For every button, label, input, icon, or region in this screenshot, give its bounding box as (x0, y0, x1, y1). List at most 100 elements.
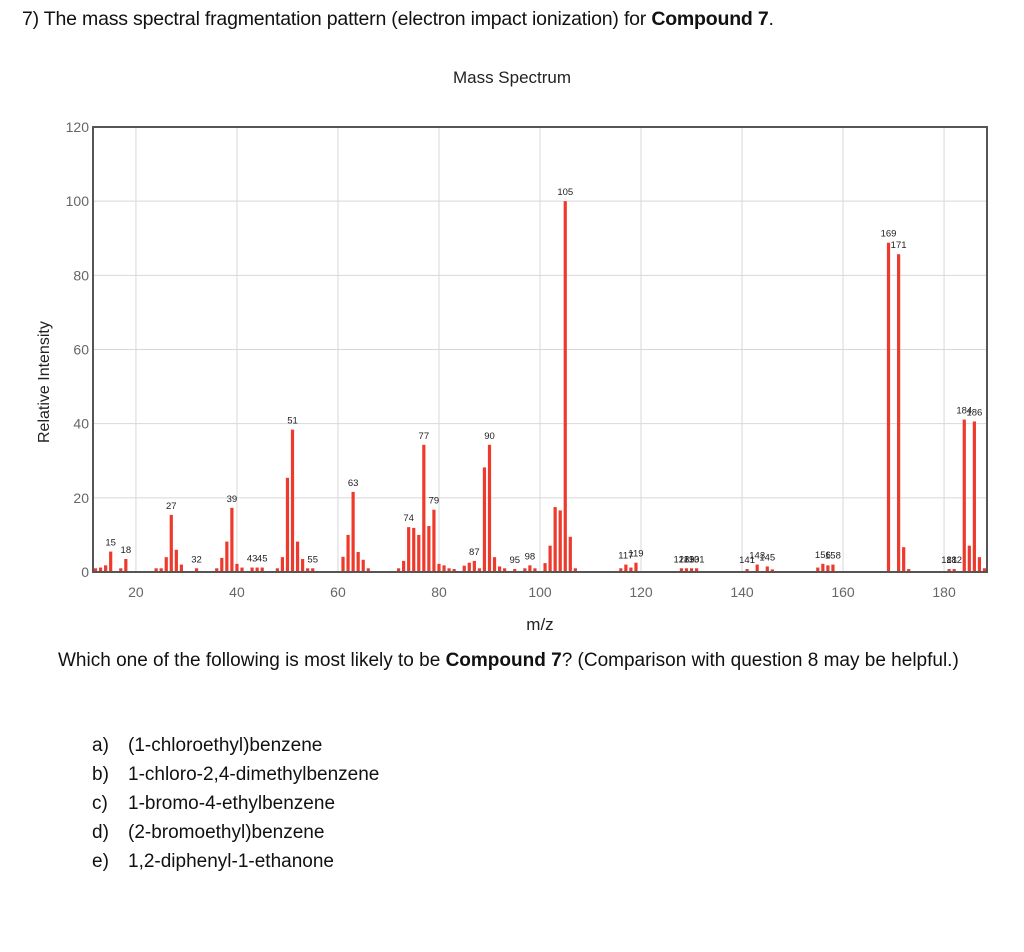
option-text: 1-bromo-4-ethylbenzene (128, 793, 336, 814)
peak-label: 143 (749, 551, 765, 562)
peak-label: 87 (469, 547, 480, 558)
peak-label: 131 (689, 554, 705, 565)
peak-bar (194, 568, 199, 572)
peak-bar (472, 560, 476, 572)
peak-bar (179, 564, 183, 572)
peak-bar (467, 562, 471, 572)
peak-bar (230, 507, 234, 572)
peak-bar (427, 526, 431, 572)
peak-bar (679, 568, 684, 572)
peak-bar (907, 569, 911, 572)
peak-bar (417, 534, 421, 572)
peak-label: 171 (891, 240, 907, 251)
peak-bar (306, 568, 310, 572)
peak-bar (952, 569, 956, 572)
x-tick-label: 180 (932, 584, 956, 600)
answer-option-c[interactable]: c) 1-bromo-4-ethylbenzene (92, 789, 379, 818)
peak-label: 98 (525, 551, 536, 562)
prompt-bold: Compound 7 (445, 650, 562, 671)
peak-bar (897, 254, 901, 572)
option-text: (1-chloroethyl)benzene (128, 735, 323, 756)
peak-bar (275, 568, 279, 572)
peak-label: 119 (628, 549, 643, 560)
answer-option-d[interactable]: d) (2-bromoethyl)benzene (92, 818, 379, 847)
plot-frame (92, 126, 988, 573)
peak-bar (816, 567, 820, 572)
peak-bar (513, 569, 517, 572)
question-title: 7) The mass spectral fragmentation patte… (22, 8, 774, 31)
question-prompt: Which one of the following is most likel… (58, 648, 1008, 673)
peak-bar (447, 568, 451, 572)
peak-bar (361, 559, 365, 572)
peak-bar (745, 569, 749, 572)
peak-bar (346, 534, 350, 572)
peak-bar (442, 565, 446, 572)
peak-bar (301, 559, 305, 572)
peak-label: 45 (257, 554, 268, 565)
peak-bar (533, 568, 537, 572)
x-tick-label: 60 (330, 584, 346, 600)
peak-bar (831, 564, 835, 572)
peak-label: 184 (956, 406, 972, 417)
peak-bar (295, 541, 300, 572)
peak-label: 128 (673, 554, 689, 565)
peak-label: 141 (739, 555, 755, 566)
option-letter: a) (92, 735, 109, 756)
peak-bar (543, 563, 547, 572)
peak-bar (240, 567, 244, 572)
peak-label: 182 (946, 555, 962, 566)
peak-bar (280, 557, 285, 572)
peak-bar (452, 569, 456, 572)
peak-bar (159, 568, 163, 572)
peak-bar (422, 444, 426, 572)
peak-bar (558, 510, 562, 572)
peak-label: 39 (227, 494, 238, 505)
peak-bar (396, 568, 401, 572)
peak-bar (255, 567, 259, 572)
answer-option-a[interactable]: a) (1-chloroethyl)benzene (92, 731, 379, 760)
answer-options: a) (1-chloroethyl)benzene b) 1-chloro-2,4-… (92, 731, 379, 876)
y-tick-label: 80 (73, 267, 89, 283)
option-letter: e) (92, 851, 109, 872)
peak-bar (402, 560, 406, 572)
peak-bar (477, 568, 481, 572)
peak-bar (98, 567, 103, 572)
option-letter: c) (92, 793, 108, 814)
peak-bar (967, 545, 971, 572)
peak-bar (563, 201, 567, 572)
answer-option-b[interactable]: b) 1-chloro-2,4-dimethylbenzene (92, 760, 379, 789)
peak-bar (523, 568, 527, 572)
x-tick-label: 40 (229, 584, 245, 600)
peak-label: 130 (684, 554, 700, 565)
chart-title: Mass Spectrum (452, 68, 572, 87)
peak-bar (972, 421, 976, 572)
x-tick-label: 160 (831, 584, 855, 600)
peak-label: 117 (618, 551, 633, 562)
peak-bar (215, 568, 219, 572)
peak-bar (826, 565, 830, 572)
peak-bar (174, 549, 178, 572)
peak-bar (124, 559, 128, 572)
peak-bar (902, 547, 906, 572)
peak-bar (624, 564, 628, 572)
y-tick-label: 0 (81, 564, 89, 580)
peak-bar (684, 568, 689, 572)
peak-bar (568, 536, 572, 572)
peak-label: 145 (759, 552, 775, 563)
answer-option-e[interactable]: e) 1,2-diphenyl-1-ethanone (92, 847, 379, 876)
peak-bar (821, 563, 825, 572)
peak-label: 156 (815, 550, 831, 561)
peak-label: 32 (191, 554, 202, 565)
peak-bar (573, 568, 577, 572)
peak-bar (634, 562, 638, 572)
option-letter: b) (92, 764, 109, 785)
peak-bar (356, 551, 360, 572)
peak-label: 51 (287, 416, 298, 427)
peak-bar (553, 507, 557, 572)
question-title-prefix: 7) The mass spectral fragmentation patte… (22, 8, 652, 30)
peak-bar (432, 509, 436, 572)
y-axis-label: Relative Intensity (36, 321, 53, 443)
peak-label: 74 (403, 513, 414, 524)
chart-bars (93, 201, 987, 572)
peak-bar (503, 568, 507, 572)
